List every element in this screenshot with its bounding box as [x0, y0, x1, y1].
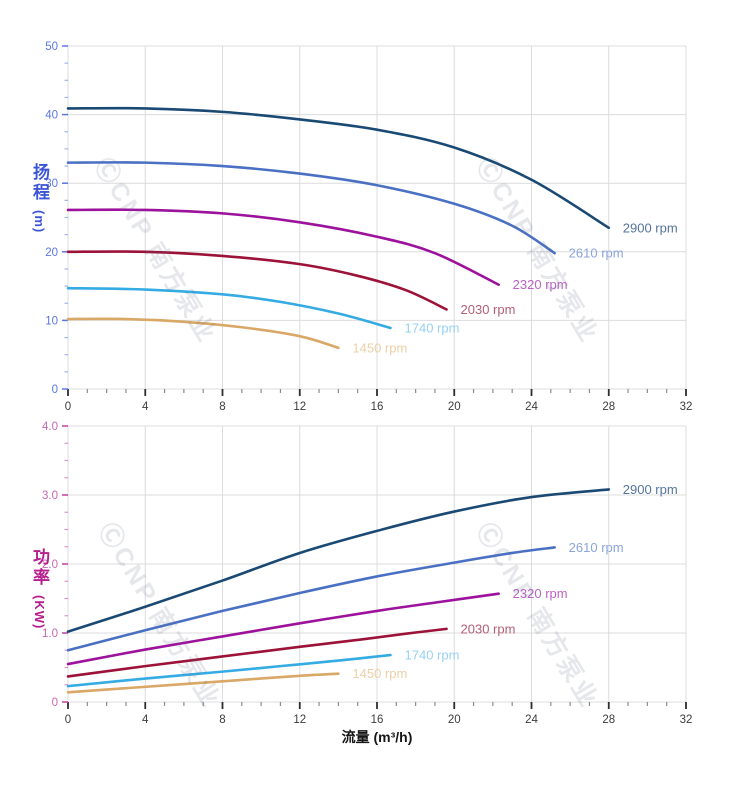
series-path-2030-rpm: [66, 250, 448, 311]
power-axis-unit: (KW): [32, 595, 47, 630]
series-label-2030-rpm: 2030 rpm: [461, 621, 516, 636]
x-tick-label: 32: [680, 401, 693, 413]
y-tick-label: 2.0: [42, 559, 58, 571]
y-tick-label: 3.0: [42, 490, 58, 502]
x-tick-label: 4: [142, 714, 149, 726]
power-axis-title-text: 功率: [30, 548, 49, 588]
series-path-2030-rpm: [66, 627, 448, 678]
x-tick-label: 8: [219, 714, 225, 726]
y-tick-label: 50: [45, 41, 58, 53]
head-axis-unit: (m): [32, 210, 47, 234]
y-tick-label: 40: [45, 110, 58, 122]
x-tick-label: 16: [371, 401, 384, 413]
series-label-2320-rpm: 2320 rpm: [513, 277, 568, 292]
y-tick-label: 30: [45, 178, 58, 190]
series-path-2610-rpm: [66, 546, 556, 652]
x-tick-label: 24: [525, 401, 538, 413]
head-axis-title: 扬程 (m): [27, 163, 52, 233]
x-tick-label: 0: [65, 401, 71, 413]
x-tick-label: 28: [602, 714, 615, 726]
series-path-1450-rpm: [66, 672, 340, 694]
y-tick-label: 20: [45, 247, 58, 259]
x-tick-label: 12: [293, 401, 306, 413]
series-label-2900-rpm: 2900 rpm: [623, 482, 678, 497]
series-path-1740-rpm: [66, 653, 392, 688]
power-axis-title: 功率 (KW): [27, 548, 52, 629]
series-path-2900-rpm: [66, 106, 611, 230]
series-path-2610-rpm: [66, 161, 556, 255]
x-tick-label: 8: [219, 401, 225, 413]
series-label-1450-rpm: 1450 rpm: [352, 666, 407, 681]
series-label-2320-rpm: 2320 rpm: [513, 586, 568, 601]
series-path-2320-rpm: [66, 208, 500, 287]
series-path-2900-rpm: [66, 488, 611, 633]
series-label-1450-rpm: 1450 rpm: [352, 340, 407, 355]
x-tick-label: 32: [680, 714, 693, 726]
y-tick-label: 1.0: [42, 628, 58, 640]
x-tick-label: 0: [65, 714, 71, 726]
series-label-2610-rpm: 2610 rpm: [569, 540, 624, 555]
series-label-2900-rpm: 2900 rpm: [623, 220, 678, 235]
y-tick-label: 0: [52, 384, 58, 396]
y-tick-label: 0: [52, 697, 58, 709]
y-tick-label: 4.0: [42, 421, 58, 433]
series-label-1740-rpm: 1740 rpm: [405, 648, 460, 663]
flow-axis-title: 流量 (m³/h): [341, 729, 413, 745]
series-label-2030-rpm: 2030 rpm: [461, 302, 516, 317]
x-tick-label: 4: [142, 401, 149, 413]
series-path-1450-rpm: [66, 317, 340, 350]
series-path-1740-rpm: [66, 286, 392, 330]
series-label-1740-rpm: 1740 rpm: [405, 320, 460, 335]
x-tick-label: 20: [448, 714, 461, 726]
head-axis-title-text: 扬程: [30, 163, 49, 203]
x-tick-label: 20: [448, 401, 461, 413]
x-tick-label: 12: [293, 714, 306, 726]
y-tick-label: 10: [45, 315, 58, 327]
x-tick-label: 24: [525, 714, 538, 726]
x-tick-label: 28: [602, 401, 615, 413]
series-label-2610-rpm: 2610 rpm: [569, 246, 624, 261]
x-tick-label: 16: [371, 714, 384, 726]
series-path-2320-rpm: [66, 592, 500, 666]
